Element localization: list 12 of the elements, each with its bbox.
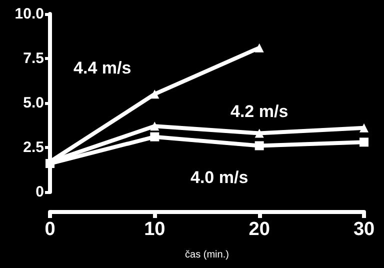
- y-tick-label: 7.5: [23, 50, 44, 67]
- x-tick-label: 30: [353, 219, 375, 240]
- y-tick-label: 2.5: [23, 139, 44, 156]
- y-tick-label: 5.0: [23, 94, 44, 112]
- y-tick-label: 10.0: [14, 6, 44, 22]
- x-axis-title: čas (min.): [185, 250, 229, 260]
- series-label: 4.2 m/s: [230, 102, 288, 121]
- x-tick-label: 20: [248, 219, 270, 240]
- series-label: 4.0 m/s: [190, 168, 248, 188]
- x-tick-label: 10: [144, 219, 166, 240]
- y-tick-label: 0: [36, 184, 44, 200]
- series-label: 4.4 m/s: [74, 58, 132, 78]
